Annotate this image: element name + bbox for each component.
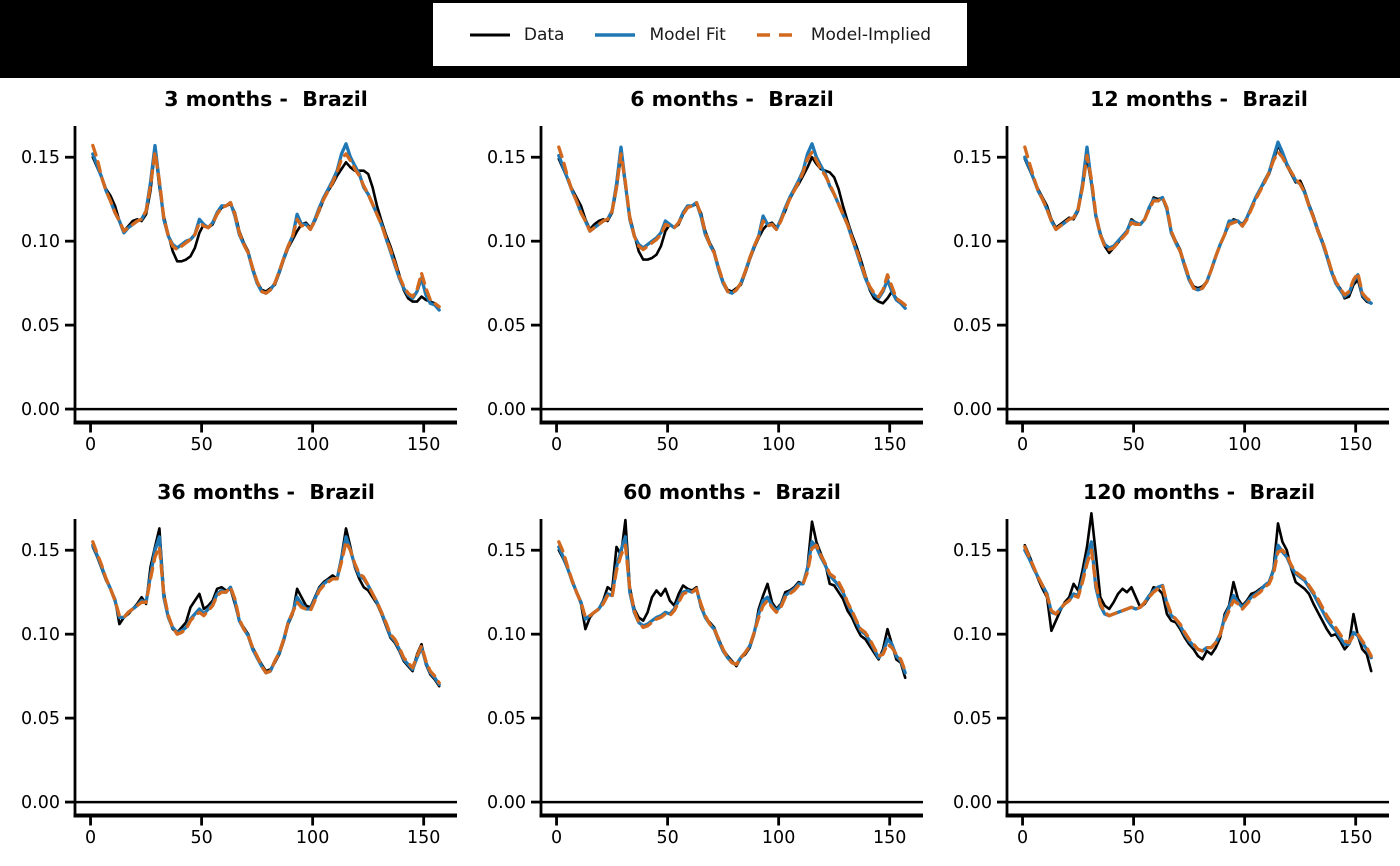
panel-title-3-months: 3 months - Brazil xyxy=(164,87,368,111)
y-tick-label: 0.15 xyxy=(487,541,526,561)
plot-12-months: 0 50 100 150 0.00 0.05 0.10 0.15 xyxy=(953,126,1389,455)
x-tick-label: 0 xyxy=(551,435,562,455)
data-series-line xyxy=(557,152,907,307)
x-tick-label: 150 xyxy=(407,828,440,848)
y-tick-label: 0.15 xyxy=(487,148,526,168)
y-tick-label: 0.00 xyxy=(953,400,992,420)
y-tick-label: 0.10 xyxy=(487,232,526,252)
data-series-line xyxy=(557,518,907,680)
top-banner: Data Model Fit Model-Implied xyxy=(0,0,1400,78)
y-tick-label: 0.00 xyxy=(21,400,60,420)
x-tick-label: 0 xyxy=(551,828,562,848)
model-implied-series-line xyxy=(91,540,441,685)
model-fit-series-line xyxy=(1023,140,1373,305)
panel-title-120-months: 120 months - Brazil xyxy=(1082,480,1316,504)
x-tick-label: 50 xyxy=(190,435,212,455)
panel-12-months: 12 months - Brazil 0 50 100 150 0.00 0.05 0.10… xyxy=(932,78,1400,458)
model-fit-series-line xyxy=(557,535,907,675)
y-tick-label: 0.00 xyxy=(953,793,992,813)
x-tick-label: 0 xyxy=(85,435,96,455)
x-tick-label: 50 xyxy=(656,435,678,455)
x-tick-label: 0 xyxy=(1017,828,1028,848)
y-tick-label: 0.05 xyxy=(487,709,526,729)
y-tick-label: 0.10 xyxy=(953,625,992,645)
plot-36-months: 0 50 100 150 0.00 0.05 0.10 0.15 xyxy=(21,519,457,848)
plot-3-months: 0 50 100 150 0.00 0.05 0.10 0.15 xyxy=(21,126,457,455)
legend-item-data: Data xyxy=(469,24,565,45)
data-series-line xyxy=(91,527,441,688)
x-tick-label: 150 xyxy=(873,435,906,455)
panel-title-6-months: 6 months - Brazil xyxy=(630,87,834,111)
y-tick-label: 0.05 xyxy=(953,709,992,729)
panel-60-months: 60 months - Brazil 0 50 100 150 0.00 0.05 0.10… xyxy=(466,471,932,851)
model-fit-series-line xyxy=(91,535,441,687)
plot-6-months: 0 50 100 150 0.00 0.05 0.10 0.15 xyxy=(487,126,923,455)
x-tick-label: 150 xyxy=(1339,435,1372,455)
x-tick-label: 50 xyxy=(656,828,678,848)
x-tick-label: 0 xyxy=(85,828,96,848)
x-tick-label: 100 xyxy=(762,435,795,455)
plot-60-months: 0 50 100 150 0.00 0.05 0.10 0.15 xyxy=(487,518,923,848)
panel-3-months: 3 months - Brazil 0 50 100 150 0.00 0.05 0.10 0… xyxy=(0,78,466,458)
data-series-line xyxy=(1023,511,1373,673)
x-tick-label: 100 xyxy=(296,828,329,848)
model-fit-line-swatch-icon xyxy=(595,32,636,37)
model-implied-series-line xyxy=(1023,545,1373,658)
x-tick-label: 150 xyxy=(873,828,906,848)
panel-120-months: 120 months - Brazil 0 50 100 150 0.00 0.05 0.1… xyxy=(932,471,1400,851)
model-implied-series-line xyxy=(1023,145,1373,304)
y-tick-label: 0.05 xyxy=(21,316,60,336)
y-tick-label: 0.05 xyxy=(487,316,526,336)
model-implied-series-line xyxy=(91,143,441,309)
chart-row-1: 3 months - Brazil 0 50 100 150 0.00 0.05 0.10 0… xyxy=(0,78,1400,458)
data-line-swatch-icon xyxy=(469,33,510,36)
model-fit-series-line xyxy=(557,142,907,310)
x-tick-label: 0 xyxy=(1017,435,1028,455)
x-tick-label: 50 xyxy=(1122,435,1144,455)
data-series-line xyxy=(91,147,441,308)
y-tick-label: 0.15 xyxy=(953,148,992,168)
x-tick-label: 50 xyxy=(1122,828,1144,848)
legend-label-model-implied: Model-Implied xyxy=(810,24,932,45)
legend-item-model-implied: Model-Implied xyxy=(756,25,931,45)
x-tick-label: 150 xyxy=(1339,828,1372,848)
y-tick-label: 0.00 xyxy=(487,400,526,420)
y-tick-label: 0.10 xyxy=(21,232,60,252)
legend: Data Model Fit Model-Implied xyxy=(431,1,969,68)
y-tick-label: 0.15 xyxy=(21,148,60,168)
model-implied-series-line xyxy=(557,540,907,673)
y-tick-label: 0.00 xyxy=(487,793,526,813)
legend-item-model-fit: Model Fit xyxy=(594,24,726,45)
plot-120-months: 0 50 100 150 0.00 0.05 0.10 0.15 xyxy=(953,511,1389,848)
y-tick-label: 0.05 xyxy=(953,316,992,336)
x-tick-label: 50 xyxy=(190,828,212,848)
x-tick-label: 100 xyxy=(1228,828,1261,848)
y-tick-label: 0.10 xyxy=(953,232,992,252)
charts-grid: 3 months - Brazil 0 50 100 150 0.00 0.05 0.10 0… xyxy=(0,78,1400,851)
y-tick-label: 0.10 xyxy=(21,625,60,645)
model-implied-dash-swatch-icon xyxy=(756,32,797,37)
legend-label-data: Data xyxy=(523,24,565,45)
y-tick-label: 0.15 xyxy=(953,541,992,561)
x-tick-label: 100 xyxy=(296,435,329,455)
panel-title-60-months: 60 months - Brazil xyxy=(623,480,841,504)
x-tick-label: 100 xyxy=(762,828,795,848)
panel-36-months: 36 months - Brazil 0 50 100 150 0.00 0.05 0.10… xyxy=(0,471,466,851)
legend-label-model-fit: Model Fit xyxy=(649,24,726,45)
x-tick-label: 100 xyxy=(1228,435,1261,455)
y-tick-label: 0.00 xyxy=(21,793,60,813)
y-tick-label: 0.15 xyxy=(21,541,60,561)
x-tick-label: 150 xyxy=(407,435,440,455)
model-implied-series-line xyxy=(557,145,907,307)
panel-title-36-months: 36 months - Brazil xyxy=(157,480,375,504)
data-series-line xyxy=(1023,144,1373,305)
y-tick-label: 0.05 xyxy=(21,709,60,729)
y-tick-label: 0.10 xyxy=(487,625,526,645)
chart-row-2: 36 months - Brazil 0 50 100 150 0.00 0.05 0.10… xyxy=(0,471,1400,851)
model-fit-series-line xyxy=(91,142,441,312)
panel-6-months: 6 months - Brazil 0 50 100 150 0.00 0.05 0.10 0… xyxy=(466,78,932,458)
panel-title-12-months: 12 months - Brazil xyxy=(1090,87,1308,111)
